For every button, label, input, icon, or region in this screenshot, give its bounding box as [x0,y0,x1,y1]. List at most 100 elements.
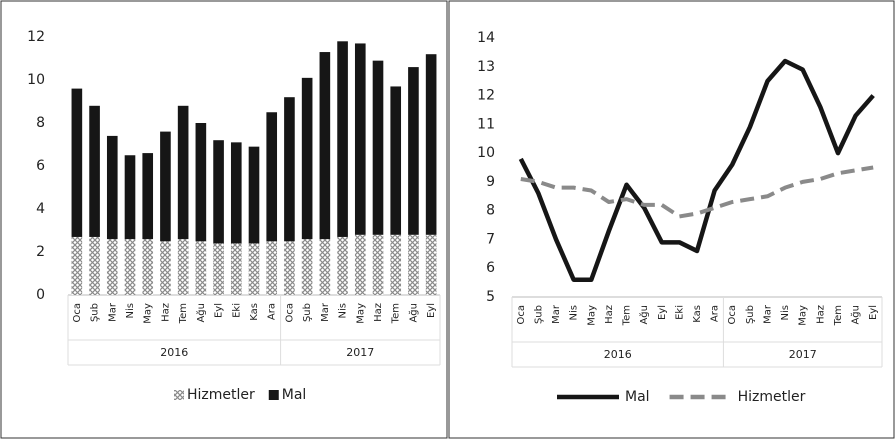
x-tick-label: Eki [231,303,242,318]
y-tick-label: 6 [486,260,495,276]
x-tick-label: Mar [762,304,773,324]
bar-segment [425,234,437,295]
group-label: 2017 [346,346,374,359]
bar-segment [301,239,313,295]
bar-segment [230,243,242,295]
y-tick-label: 9 [486,174,495,190]
x-tick-label: Eyl [657,305,668,320]
y-tick-label: 12 [477,88,495,104]
bar-segment [337,236,348,295]
bar-segment [425,54,437,235]
bar-segment [372,60,384,235]
x-tick-label: Tem [833,305,844,326]
bar-segment [124,239,136,295]
y-tick-label: 6 [36,158,45,174]
y-tick-label: 13 [477,59,495,75]
legend-label: Hizmetler [187,387,255,403]
bar-segment [266,241,278,295]
x-tick-label: Haz [815,305,826,324]
x-tick-label: Tem [178,303,189,324]
x-tick-label: Ara [710,305,721,322]
group-label: 2017 [789,348,817,361]
x-tick-label: Mar [551,304,562,324]
bar-segment [160,131,171,242]
bar-segment [106,239,118,295]
bar-segment [177,105,189,240]
legend-label: Hizmetler [738,389,806,405]
bar-segment [301,77,313,240]
x-tick-label: May [355,303,366,324]
x-tick-label: Oca [516,305,527,325]
x-tick-label: Mar [107,302,118,322]
x-tick-label: Eyl [868,305,879,320]
bar-segment [89,236,100,295]
x-tick-label: Ara [267,303,278,320]
x-tick-label: Eki [674,305,685,320]
x-tick-label: May [798,305,809,326]
x-tick-label: May [143,303,154,324]
y-tick-label: 10 [477,145,495,161]
x-tick-label: Mar [320,302,331,322]
x-tick-label: Oca [284,303,295,323]
y-tick-label: 5 [486,289,495,305]
legend-swatch [174,390,184,400]
bar-segment [248,243,260,295]
x-tick-label: Kas [249,303,260,321]
panel-border [0,0,448,439]
bar-segment [284,97,295,242]
bar-segment [71,236,83,295]
bar-segment [195,241,207,295]
bar-segment [337,41,348,237]
bar-segment [213,243,224,295]
bar-segment [106,135,118,240]
x-tick-label: Eyl [214,303,225,318]
x-tick-label: Haz [604,305,615,324]
y-tick-label: 2 [36,244,45,260]
bar-segment [142,239,154,295]
bar-segment [266,112,278,242]
bar-segment [195,123,207,242]
bar-segment [319,239,331,295]
bar-segment [319,52,331,240]
x-tick-label: Şub [745,305,756,324]
x-tick-label: Ağu [195,303,207,323]
x-tick-label: May [586,305,597,326]
x-tick-label: Ağu [850,305,862,325]
x-tick-label: Kas [692,305,703,323]
x-tick-label: Ağu [407,303,419,323]
legend-label: Mal [282,387,307,403]
x-tick-label: Nis [780,305,791,320]
x-tick-label: Şub [533,305,544,324]
x-tick-label: Eyl [426,303,437,318]
y-tick-label: 7 [486,231,495,247]
bar-segment [372,234,384,295]
panel-border [448,0,895,439]
x-tick-label: Nis [569,305,580,320]
bar-segment [213,140,224,244]
y-tick-label: 14 [477,30,495,46]
y-tick-label: 8 [486,203,495,219]
line-series [518,58,875,282]
bar-segment [408,67,419,235]
legend-swatch [268,390,279,400]
bar-segment [160,241,171,295]
x-tick-label: Oca [72,303,83,323]
bar-segment [248,146,260,244]
y-tick-label: 4 [36,201,45,217]
x-tick-label: Tem [622,305,633,326]
x-tick-label: Şub [90,303,101,322]
bar-segment [408,234,419,295]
bar-segment [390,86,402,235]
y-tick-label: 11 [477,116,495,132]
bar-segment [390,234,402,295]
line-series [520,165,874,219]
x-tick-label: Haz [160,303,171,322]
x-tick-label: Ağu [638,305,650,325]
x-tick-label: Tem [391,303,402,324]
bar-segment [354,234,366,295]
y-tick-label: 10 [27,72,45,88]
bar-segment [142,153,154,240]
y-tick-label: 0 [36,287,45,303]
bar-segment [124,155,136,240]
